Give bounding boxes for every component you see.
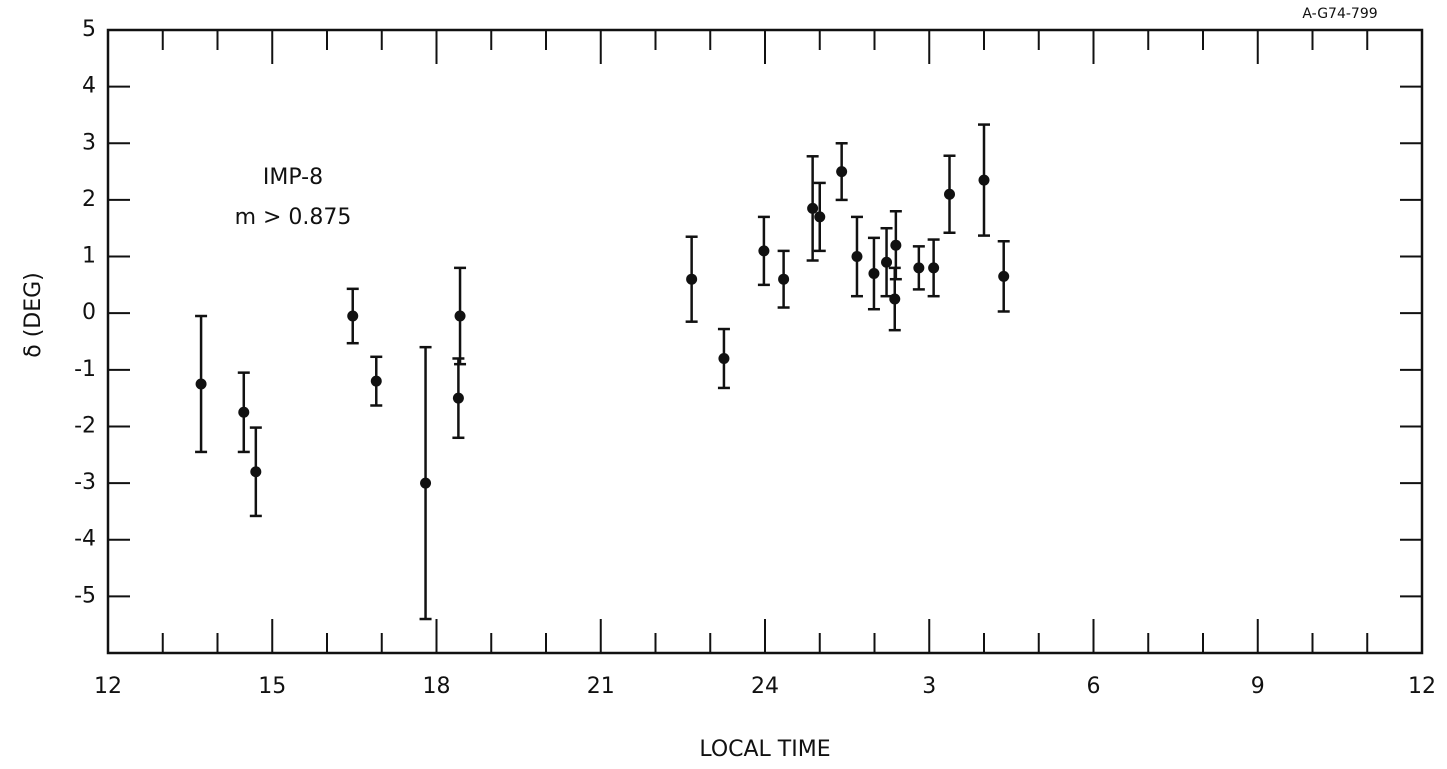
annotation: m > 0.875 [235, 205, 352, 230]
data-point [420, 477, 432, 489]
x-tick-label: 12 [94, 674, 122, 699]
data-point [836, 166, 848, 178]
x-tick-label: 24 [751, 674, 779, 699]
annotation: IMP-8 [263, 165, 323, 190]
y-tick-label: -5 [74, 583, 96, 608]
y-tick-label: -2 [74, 413, 96, 438]
data-point [686, 273, 698, 285]
y-tick-label: 0 [82, 300, 96, 325]
x-axis-label: LOCAL TIME [699, 737, 830, 762]
data-point [758, 245, 770, 257]
y-tick-label: 2 [82, 187, 96, 212]
y-tick-label: -3 [74, 470, 96, 495]
y-tick-label: 1 [82, 244, 96, 269]
x-tick-label: 6 [1087, 674, 1101, 699]
data-point [807, 202, 819, 214]
data-point [978, 174, 990, 186]
data-point [238, 406, 250, 418]
data-point [928, 262, 940, 274]
data-point [998, 270, 1010, 282]
data-point [851, 251, 863, 263]
x-tick-label: 3 [922, 674, 936, 699]
data-point [890, 239, 902, 251]
data-point [452, 392, 464, 404]
x-tick-label: 21 [587, 674, 615, 699]
data-point [778, 273, 790, 285]
data-point [454, 310, 466, 322]
data-point [814, 211, 826, 223]
data-point [889, 293, 901, 305]
y-tick-label: 4 [82, 74, 96, 99]
x-tick-label: 15 [258, 674, 286, 699]
y-tick-label: -4 [74, 527, 96, 552]
data-point [944, 188, 956, 200]
data-point [868, 268, 880, 280]
data-point [881, 256, 893, 268]
data-point [347, 310, 359, 322]
data-point [195, 378, 207, 390]
y-tick-label: 3 [82, 130, 96, 155]
y-tick-label: 5 [82, 17, 96, 42]
figure-id: A-G74-799 [1302, 6, 1377, 22]
data-point [250, 466, 262, 478]
data-point [370, 375, 382, 387]
x-tick-label: 18 [423, 674, 451, 699]
data-point [913, 262, 925, 274]
x-tick-label: 9 [1251, 674, 1265, 699]
y-tick-label: -1 [74, 357, 96, 382]
x-tick-label: 12 [1408, 674, 1436, 699]
data-point [718, 352, 730, 364]
plot-frame [106, 28, 1424, 655]
y-axis-label: δ (DEG) [21, 272, 46, 358]
